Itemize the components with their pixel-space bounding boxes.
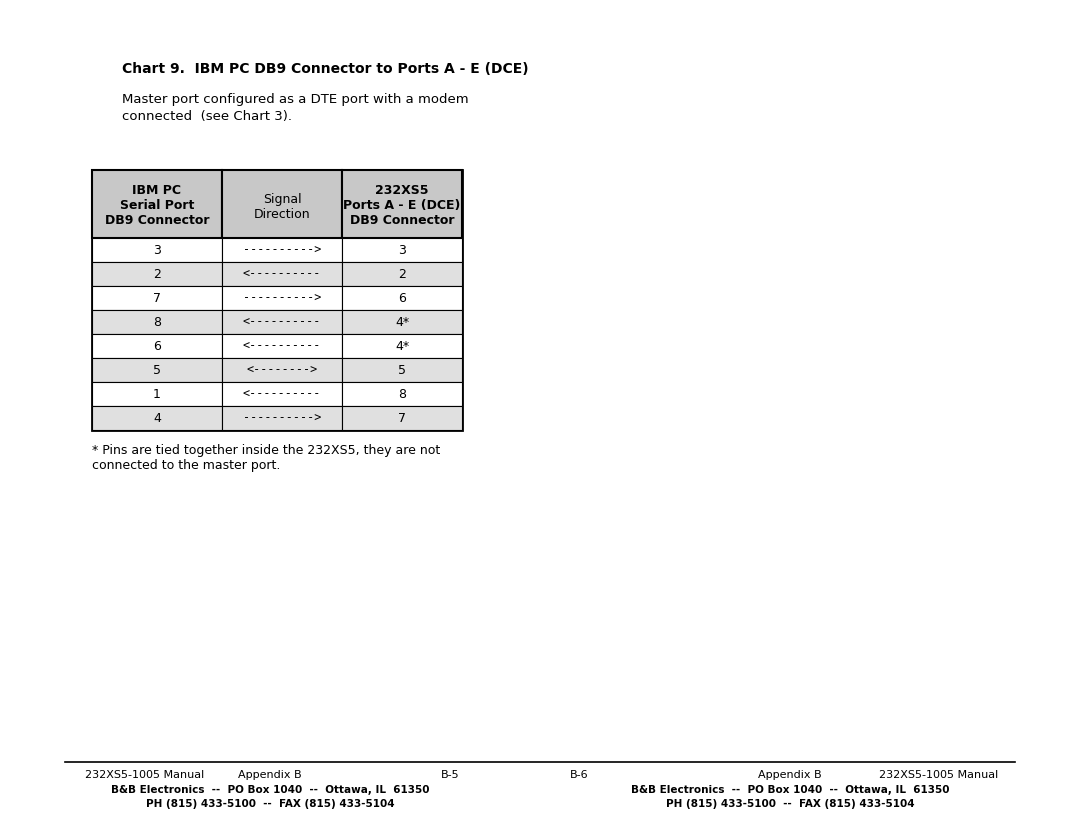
Bar [342,358,462,382]
Text: DB9 Connector: DB9 Connector [350,214,455,227]
Bar [92,238,222,262]
Bar [222,310,342,334]
Text: Signal: Signal [262,193,301,206]
Text: 1: 1 [153,388,161,400]
Text: Direction: Direction [254,208,310,221]
Text: PH (815) 433-5100  --  FAX (815) 433-5104: PH (815) 433-5100 -- FAX (815) 433-5104 [665,799,915,809]
Bar [222,382,342,406]
Text: <----------: <---------- [243,339,321,353]
Text: B-5: B-5 [442,770,460,780]
Text: 4*: 4* [395,339,409,353]
Bar [222,238,342,262]
Text: 3: 3 [399,244,406,257]
Bar [342,262,462,286]
Text: DB9 Connector: DB9 Connector [105,214,210,227]
Text: * Pins are tied together inside the 232XS5, they are not: * Pins are tied together inside the 232X… [92,444,441,457]
Text: Master port configured as a DTE port with a modem: Master port configured as a DTE port wit… [122,93,469,106]
Text: 232XS5-1005 Manual: 232XS5-1005 Manual [85,770,204,780]
Bar [92,262,222,286]
Text: <----------: <---------- [243,388,321,400]
Text: 5: 5 [399,364,406,376]
Text: 4*: 4* [395,315,409,329]
Text: 7: 7 [153,292,161,304]
Bar [342,406,462,430]
Text: connected to the master port.: connected to the master port. [92,459,281,472]
Bar [222,334,342,358]
Text: B-6: B-6 [570,770,589,780]
Text: ---------->: ----------> [243,292,321,304]
Text: 2: 2 [399,268,406,280]
Text: IBM PC: IBM PC [133,184,181,197]
Text: <----------: <---------- [243,315,321,329]
Text: 232XS5: 232XS5 [375,184,429,197]
Text: <-------->: <--------> [246,364,318,376]
Text: B&B Electronics  --  PO Box 1040  --  Ottawa, IL  61350: B&B Electronics -- PO Box 1040 -- Ottawa… [111,785,429,795]
Text: 8: 8 [399,388,406,400]
Text: 7: 7 [399,411,406,425]
Text: Chart 9.  IBM PC DB9 Connector to Ports A - E (DCE): Chart 9. IBM PC DB9 Connector to Ports A… [122,62,528,76]
Bar [92,170,222,238]
Text: 3: 3 [153,244,161,257]
Bar [342,170,462,238]
Text: ---------->: ----------> [243,411,321,425]
Text: Appendix B: Appendix B [239,770,301,780]
Text: 5: 5 [153,364,161,376]
Bar [92,358,222,382]
Bar [92,406,222,430]
Text: Serial Port: Serial Port [120,199,194,212]
Text: 232XS5-1005 Manual: 232XS5-1005 Manual [879,770,998,780]
Text: B&B Electronics  --  PO Box 1040  --  Ottawa, IL  61350: B&B Electronics -- PO Box 1040 -- Ottawa… [631,785,949,795]
Bar [222,406,342,430]
Text: 6: 6 [153,339,161,353]
Bar [92,170,462,430]
Text: <----------: <---------- [243,268,321,280]
Text: Ports A - E (DCE): Ports A - E (DCE) [343,199,461,212]
Bar [92,382,222,406]
Bar [342,310,462,334]
Text: ---------->: ----------> [243,244,321,257]
Text: 8: 8 [153,315,161,329]
Text: 2: 2 [153,268,161,280]
Text: Appendix B: Appendix B [758,770,822,780]
Text: connected  (see Chart 3).: connected (see Chart 3). [122,110,292,123]
Bar [342,238,462,262]
Text: PH (815) 433-5100  --  FAX (815) 433-5104: PH (815) 433-5100 -- FAX (815) 433-5104 [146,799,394,809]
Bar [222,358,342,382]
Bar [92,286,222,310]
Bar [342,286,462,310]
Bar [92,334,222,358]
Bar [222,170,342,238]
Bar [342,334,462,358]
Bar [222,286,342,310]
Bar [92,310,222,334]
Text: 4: 4 [153,411,161,425]
Bar [222,262,342,286]
Text: 6: 6 [399,292,406,304]
Bar [342,382,462,406]
